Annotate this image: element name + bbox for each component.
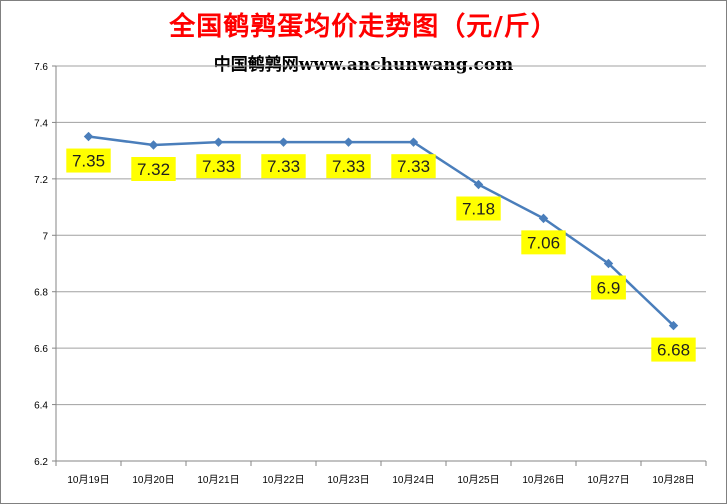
data-label-background (326, 154, 371, 179)
data-label-background (131, 157, 176, 181)
y-tick-label: 6.4 (34, 401, 48, 412)
data-label: 7.33 (267, 157, 300, 176)
x-tick-label: 10月24日 (392, 474, 434, 486)
data-point-marker (408, 137, 419, 147)
data-label: 6.9 (597, 279, 621, 298)
x-tick-label: 10月26日 (522, 474, 564, 486)
x-tick-label: 10月28日 (652, 474, 694, 486)
y-tick-label: 7 (42, 231, 48, 242)
data-label-background (651, 337, 696, 362)
y-tick-label: 6.2 (34, 457, 48, 468)
data-point-marker (148, 140, 159, 150)
x-tick-label: 10月27日 (587, 474, 629, 486)
data-label-background (261, 154, 306, 179)
data-label-background (196, 154, 241, 179)
data-label-background (591, 275, 626, 300)
data-label: 7.32 (137, 160, 170, 179)
x-tick-label: 10月21日 (197, 474, 239, 486)
data-label-background (521, 230, 566, 255)
y-tick-label: 6.6 (34, 344, 48, 355)
x-tick-label: 10月19日 (67, 474, 109, 486)
data-label: 7.33 (332, 157, 365, 176)
y-tick-label: 7.4 (34, 118, 48, 129)
data-point-marker (83, 131, 94, 142)
data-label-background (391, 154, 436, 179)
data-labels: 7.35 7.32 7.33 7.33 7.33 7.33 7.18 7.06 6.9 6.68 (66, 148, 696, 362)
data-point-marker (213, 137, 224, 147)
chart-subtitle: 中国鹌鹑网www.anchunwang.com (213, 55, 514, 75)
data-label-background (66, 148, 111, 173)
data-point-marker (278, 137, 289, 147)
data-label: 7.06 (527, 233, 560, 252)
y-tick-label: 7.6 (34, 62, 48, 73)
series-line (83, 131, 679, 331)
axes (52, 65, 707, 466)
x-tick-label: 10月22日 (262, 474, 304, 486)
chart-title: 全国鹌鹑蛋均价走势图（元/斤） (169, 12, 558, 42)
data-label: 7.33 (397, 157, 430, 176)
x-tick-labels: 10月19日 10月20日 10月21日 10月22日 10月23日 10月24日 10月2… (67, 474, 694, 486)
data-label-background (456, 196, 501, 221)
y-tick-label: 7.2 (34, 175, 48, 186)
x-tick-label: 10月25日 (457, 474, 499, 486)
data-label: 7.33 (202, 157, 235, 176)
data-point-marker (603, 258, 614, 269)
x-tick-label: 10月20日 (132, 474, 174, 486)
data-point-marker (538, 213, 549, 224)
data-point-marker (343, 137, 354, 147)
y-tick-labels: 6.2 6.4 6.6 6.8 7 7.2 7.4 7.6 (34, 62, 48, 468)
data-label: 6.68 (657, 341, 690, 360)
data-label: 7.18 (462, 200, 495, 219)
y-tick-label: 6.8 (34, 288, 48, 299)
data-label: 7.35 (72, 152, 105, 171)
data-point-marker (668, 320, 679, 331)
series-line-path (88, 135, 675, 327)
x-tick-label: 10月23日 (327, 474, 369, 486)
data-point-marker (473, 179, 484, 190)
